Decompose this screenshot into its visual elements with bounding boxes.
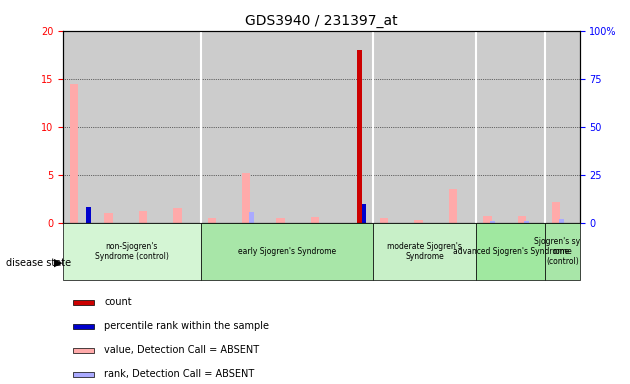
FancyBboxPatch shape [545,223,580,280]
Bar [242,173,251,223]
Bar [449,189,457,223]
Bar [73,323,94,329]
Bar [104,213,113,223]
Bar [73,300,94,305]
Bar [559,219,564,223]
Text: non-Sjogren's
Syndrome (control): non-Sjogren's Syndrome (control) [95,242,169,261]
Bar [490,221,495,223]
Text: disease state: disease state [6,258,71,268]
Bar [277,218,285,223]
Text: count: count [105,297,132,308]
FancyBboxPatch shape [373,223,476,280]
Bar [207,218,216,223]
Text: moderate Sjogren's
Syndrome: moderate Sjogren's Syndrome [387,242,462,261]
Bar [357,50,362,223]
Bar [517,216,526,223]
FancyBboxPatch shape [63,223,201,280]
Bar [73,348,94,353]
Bar [139,211,147,223]
Text: ▶: ▶ [54,258,62,268]
Bar [311,217,319,223]
Bar [414,220,423,223]
Bar [524,221,529,223]
Bar [249,212,254,223]
Text: early Sjogren's Syndrome: early Sjogren's Syndrome [238,247,336,256]
Bar [483,216,491,223]
Text: percentile rank within the sample: percentile rank within the sample [105,321,270,331]
Text: Sjogren's synd
rome
(control): Sjogren's synd rome (control) [534,237,590,266]
Text: value, Detection Call = ABSENT: value, Detection Call = ABSENT [105,345,260,356]
Bar [70,84,78,223]
Bar [73,372,94,377]
Title: GDS3940 / 231397_at: GDS3940 / 231397_at [245,14,398,28]
Text: rank, Detection Call = ABSENT: rank, Detection Call = ABSENT [105,369,255,379]
FancyBboxPatch shape [201,223,373,280]
Bar [380,218,388,223]
Bar [86,207,91,223]
Bar [552,202,561,223]
Bar [362,204,366,223]
FancyBboxPatch shape [476,223,545,280]
Bar [173,208,181,223]
Text: advanced Sjogren's Syndrome: advanced Sjogren's Syndrome [453,247,569,256]
